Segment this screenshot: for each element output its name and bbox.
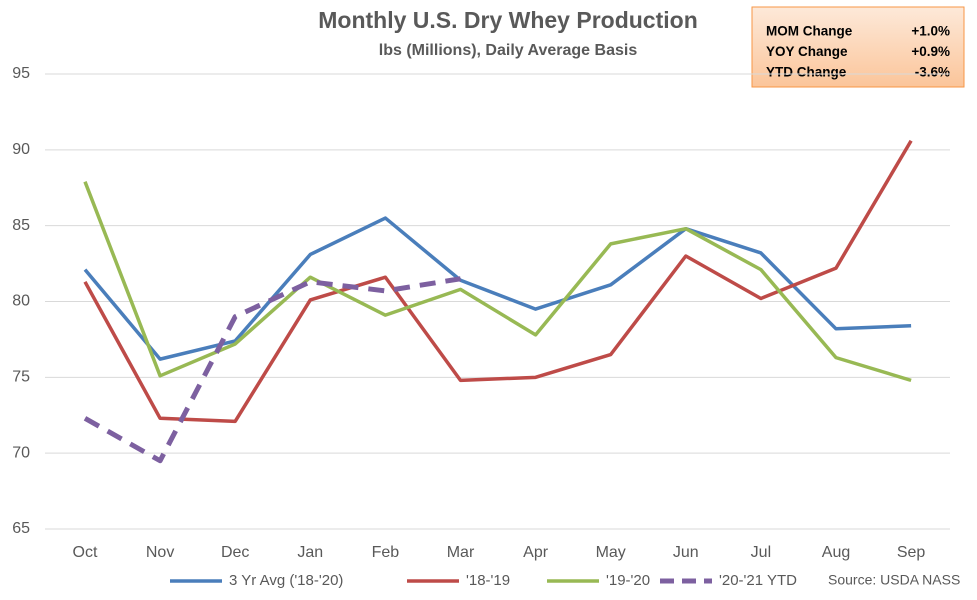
y-tick-label: 70	[12, 444, 30, 461]
x-tick-label: Apr	[523, 544, 549, 561]
y-tick-label: 75	[12, 369, 30, 386]
x-tick-label: Oct	[73, 544, 98, 561]
summary-label: YOY Change	[766, 44, 848, 59]
x-tick-label: Nov	[146, 544, 174, 561]
source-note: Source: USDA NASS	[828, 572, 960, 588]
x-tick-label: Feb	[372, 544, 400, 561]
summary-value: +1.0%	[911, 24, 950, 39]
summary-table: MOM Change +1.0% YOY Change +0.9% YTD Change…	[766, 24, 950, 80]
x-tick-label: Aug	[822, 544, 850, 561]
y-tick-label: 65	[12, 520, 30, 537]
legend-label: '18-'19	[466, 572, 510, 589]
legend-label: '19-'20	[606, 572, 650, 589]
x-tick-label: May	[596, 544, 626, 561]
plot-area: 65 70 75 80 85 90 95 Oct Nov Dec Jan Feb Mar Apr May Ju…	[12, 65, 950, 561]
summary-label: YTD Change	[766, 65, 847, 80]
x-tick-label: Dec	[221, 544, 249, 561]
summary-value: +0.9%	[911, 44, 950, 59]
y-tick-label: 85	[12, 217, 30, 234]
y-tick-label: 90	[12, 141, 30, 158]
x-tick-label: Mar	[447, 544, 475, 561]
x-tick-label: Jul	[751, 544, 771, 561]
y-tick-label: 80	[12, 293, 30, 310]
chart-title: Monthly U.S. Dry Whey Production	[318, 7, 698, 33]
summary-label: MOM Change	[766, 24, 853, 39]
legend-label: '20-'21 YTD	[719, 572, 797, 589]
x-tick-label: Sep	[897, 544, 926, 561]
chart-subtitle: lbs (Millions), Daily Average Basis	[379, 42, 638, 59]
legend-label: 3 Yr Avg ('18-'20)	[229, 572, 343, 589]
summary-value: -3.6%	[915, 65, 950, 80]
x-tick-label: Jun	[673, 544, 699, 561]
data-line	[83, 276, 461, 464]
data-line	[83, 139, 913, 424]
data-line	[83, 181, 912, 383]
x-tick-label: Jan	[297, 544, 323, 561]
y-tick-label: 95	[12, 65, 30, 82]
